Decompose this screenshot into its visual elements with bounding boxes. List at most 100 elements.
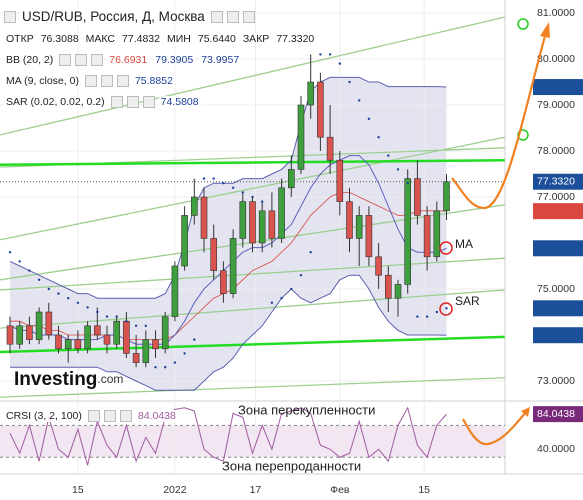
rsi-legend: CRSI (3, 2, 100) 84.0438 bbox=[4, 410, 178, 422]
sar-dot bbox=[387, 154, 390, 157]
candle-body bbox=[394, 284, 402, 299]
annotation: MA bbox=[455, 237, 473, 251]
icon[interactable] bbox=[103, 410, 116, 422]
y-tick-label: 79.0000 bbox=[537, 99, 575, 111]
candle-body bbox=[229, 238, 237, 294]
candle-body bbox=[423, 215, 431, 258]
icon[interactable] bbox=[110, 96, 123, 108]
trendline bbox=[0, 158, 505, 167]
indicator-name: MA (9, close, 0) bbox=[4, 75, 81, 87]
sar-dot bbox=[125, 320, 128, 323]
trendline bbox=[0, 377, 505, 398]
zone-label: Зона перекупленности bbox=[238, 402, 375, 417]
sar-dot bbox=[367, 117, 371, 121]
candle-body bbox=[346, 201, 353, 239]
sar-dot bbox=[134, 324, 138, 328]
sar-dot bbox=[358, 99, 361, 102]
sar-dot bbox=[202, 177, 206, 180]
sar-dot bbox=[86, 306, 89, 309]
candle-body bbox=[336, 159, 344, 202]
candle-body bbox=[287, 169, 295, 189]
indicator-value: 73.9957 bbox=[199, 54, 242, 66]
candle-body bbox=[249, 201, 256, 244]
sar-dot bbox=[416, 315, 419, 318]
candle-body bbox=[181, 215, 188, 267]
icon[interactable] bbox=[4, 10, 16, 23]
candle-body bbox=[317, 81, 324, 138]
ohlc-label: ОТКР bbox=[4, 33, 36, 45]
trendline bbox=[0, 257, 505, 291]
icon[interactable] bbox=[87, 410, 100, 422]
icon[interactable] bbox=[116, 75, 129, 87]
icon[interactable] bbox=[100, 75, 113, 87]
sar-dot bbox=[406, 182, 409, 185]
indicator-value: 74.5808 bbox=[158, 96, 201, 108]
sar-dot bbox=[115, 315, 118, 318]
candle-body bbox=[55, 334, 62, 350]
icon[interactable] bbox=[59, 54, 72, 66]
price-badge bbox=[533, 203, 583, 220]
annotation: SAR bbox=[455, 294, 480, 308]
bollinger-upper bbox=[9, 76, 447, 299]
y-tick-label: 75.0000 bbox=[537, 283, 575, 295]
rsi-badge-label: 84.0438 bbox=[537, 408, 575, 420]
sar-dot bbox=[8, 251, 12, 254]
ohlc-value: 77.3320 bbox=[274, 33, 317, 45]
candle-body bbox=[64, 339, 72, 350]
indicator-value: 75.8852 bbox=[132, 75, 175, 87]
icon[interactable] bbox=[84, 75, 97, 87]
candle-body bbox=[142, 339, 150, 363]
candle-body bbox=[404, 178, 412, 285]
chart-title: USD/RUB, Россия, Д, Москва bbox=[20, 9, 207, 24]
icon[interactable] bbox=[142, 96, 155, 108]
rsi-line bbox=[9, 406, 447, 466]
candle-body bbox=[433, 210, 441, 258]
marker-circle bbox=[439, 241, 453, 255]
candle-body bbox=[200, 196, 208, 239]
logo-suffix: .com bbox=[97, 372, 123, 386]
bollinger-fill bbox=[10, 77, 447, 391]
y-tick-label: 81.0000 bbox=[537, 7, 575, 19]
rsi-tick-label: 40.0000 bbox=[537, 443, 575, 455]
sar-dot bbox=[231, 186, 235, 190]
sar-dot bbox=[18, 260, 21, 263]
trendline bbox=[0, 16, 505, 136]
candle-body bbox=[414, 178, 421, 216]
ma-line bbox=[9, 155, 447, 345]
icon[interactable] bbox=[226, 10, 239, 23]
candle-body bbox=[84, 325, 91, 350]
candle-body bbox=[239, 201, 247, 239]
candle-body bbox=[365, 215, 373, 258]
candle-body bbox=[258, 210, 266, 244]
icon[interactable] bbox=[91, 54, 104, 66]
candle-body bbox=[132, 353, 140, 363]
sar-dot bbox=[212, 177, 215, 180]
candle-body bbox=[384, 274, 392, 299]
marker-circle bbox=[439, 302, 453, 316]
icon[interactable] bbox=[75, 54, 88, 66]
ohlc-row: ОТКР 76.3088 МАКС 77.4832 МИН 75.6440 ЗАКР 77.3… bbox=[4, 33, 317, 45]
candle-body bbox=[94, 325, 101, 336]
sar-dot bbox=[96, 310, 99, 314]
icon[interactable] bbox=[242, 10, 255, 23]
sar-dot bbox=[299, 274, 303, 277]
candle-body bbox=[297, 104, 305, 170]
indicator-name: SAR (0.02, 0.02, 0.2) bbox=[4, 96, 107, 108]
sar-dot bbox=[37, 278, 41, 282]
rsi-name: CRSI (3, 2, 100) bbox=[4, 410, 84, 422]
sar-dot bbox=[338, 62, 341, 65]
forecast-arrow bbox=[462, 411, 527, 446]
sar-dot bbox=[319, 53, 322, 56]
sar-dot bbox=[241, 191, 244, 194]
sar-dot bbox=[251, 195, 254, 199]
sar-dot bbox=[47, 287, 50, 291]
icon[interactable] bbox=[126, 96, 139, 108]
candle-body bbox=[355, 215, 363, 239]
icon[interactable] bbox=[210, 10, 223, 23]
sar-dot bbox=[193, 338, 196, 341]
icon[interactable] bbox=[119, 410, 132, 422]
candle-body bbox=[268, 210, 276, 239]
candle-body bbox=[35, 311, 43, 340]
indicator-row: MA (9, close, 0) 75.8852 bbox=[4, 75, 175, 87]
price-badge-label: 77.3320 bbox=[537, 176, 575, 188]
